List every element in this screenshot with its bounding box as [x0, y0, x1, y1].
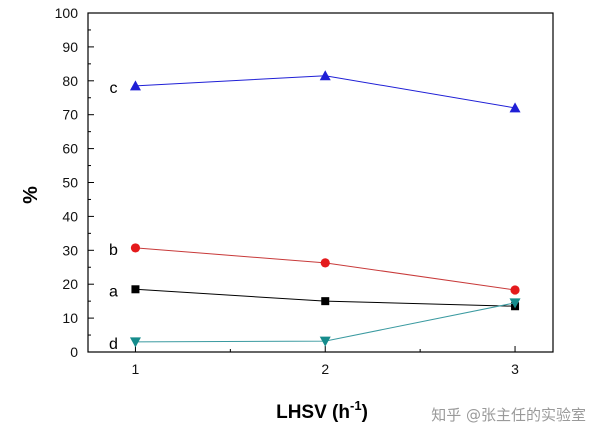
y-tick-label: 70: [62, 107, 78, 123]
x-axis-title-superscript: -1: [350, 398, 362, 413]
series-line-b: [135, 247, 516, 291]
y-axis-title: %: [20, 186, 42, 204]
series-label-c: c: [109, 80, 117, 97]
data-point-d: [509, 298, 521, 309]
y-tick-label: 100: [55, 5, 79, 21]
x-axis-title-suffix: ): [362, 402, 368, 423]
series-c: c: [109, 70, 521, 113]
data-point-d: [129, 337, 141, 348]
y-tick-label: 0: [70, 344, 78, 360]
series-label-d: d: [109, 336, 118, 353]
y-tick-label: 20: [62, 276, 78, 292]
x-tick-label: 1: [132, 361, 140, 377]
data-point-b: [130, 243, 141, 253]
series-b: b: [109, 242, 520, 295]
data-point-c: [509, 102, 521, 113]
y-tick-label: 80: [62, 73, 78, 89]
y-tick-label: 10: [62, 310, 78, 326]
y-tick-label: 60: [62, 141, 78, 157]
series-label-b: b: [109, 242, 118, 259]
data-point-b: [510, 285, 520, 295]
y-tick-label: 40: [62, 208, 78, 224]
data-point-c: [319, 70, 331, 81]
x-axis-title: LHSV (h-1): [276, 398, 368, 423]
data-point-d: [319, 336, 331, 347]
series-line-c: [135, 75, 516, 109]
y-tick-label: 50: [62, 175, 78, 191]
series-d: d: [109, 298, 521, 353]
x-tick-label: 2: [321, 361, 329, 377]
series-layer: a b c d: [109, 70, 521, 353]
series-label-a: a: [109, 283, 118, 300]
data-point-c: [129, 80, 141, 91]
x-tick-label: 3: [511, 361, 519, 377]
series-line-d: [135, 302, 516, 343]
data-point-a: [321, 297, 330, 306]
series-a: a: [109, 283, 520, 311]
x-axis: 1 2 3: [132, 346, 519, 377]
data-point-b: [320, 258, 330, 268]
x-axis-title-main: LHSV (h: [276, 402, 350, 423]
y-tick-label: 90: [62, 39, 78, 55]
data-point-a: [131, 285, 140, 294]
y-tick-label: 30: [62, 242, 78, 258]
y-axis: 0 10 20 30 40 50 60 70 80 90 100: [55, 5, 94, 360]
watermark-text: 知乎 @张主任的实验室: [431, 406, 586, 424]
